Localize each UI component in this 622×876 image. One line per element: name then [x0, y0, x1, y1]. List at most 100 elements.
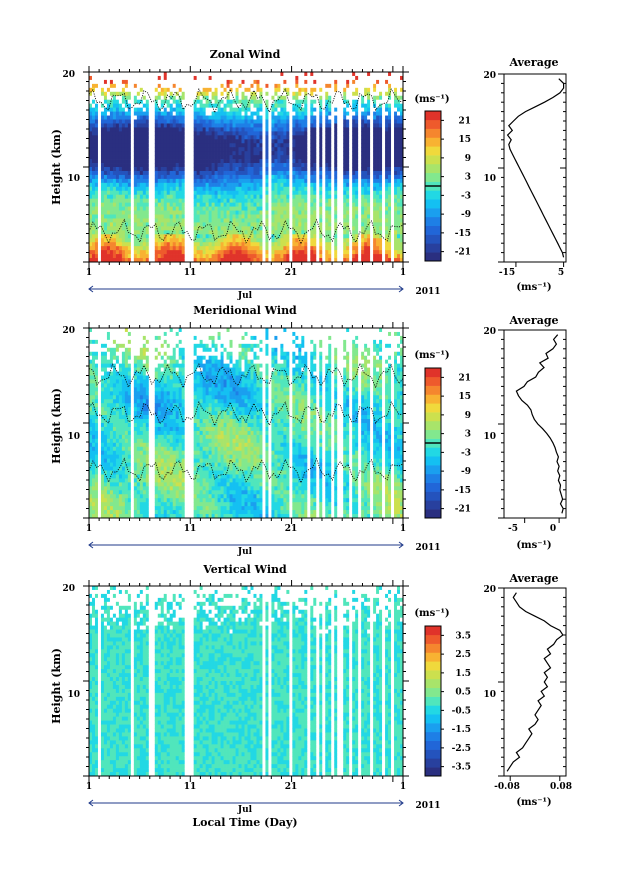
- zonal-heat-cell: [205, 91, 209, 97]
- zonal-heat-cell: [391, 174, 395, 180]
- zonal-heat-cell: [175, 155, 180, 160]
- zonal-heat-cell: [130, 147, 135, 152]
- zonal-heat-cell: [268, 218, 272, 223]
- zonal-heat-cell: [364, 214, 368, 219]
- zonal-heat-cell: [271, 83, 275, 89]
- zonal-heat-cell: [139, 226, 144, 231]
- zonal-heat-cell: [364, 147, 368, 152]
- zonal-heat-cell: [373, 222, 377, 227]
- zonal-heat-cell: [154, 238, 159, 243]
- zonal-heat-cell: [298, 246, 302, 251]
- zonal-heat-cell: [256, 83, 260, 89]
- zonal-heat-cell: [280, 83, 284, 89]
- zonal-heat-cell: [250, 202, 254, 207]
- zonal-heat-cell: [325, 242, 329, 247]
- zonal-heat-cell: [370, 159, 374, 164]
- zonal-heat-cell: [253, 206, 257, 211]
- zonal-heat-cell: [178, 103, 183, 108]
- zonal-heat-cell: [211, 230, 215, 235]
- zonal-heat-cell: [166, 111, 171, 116]
- zonal-heat-cell: [343, 194, 347, 200]
- zonal-heat-cell: [397, 95, 401, 101]
- zonal-heat-cell: [370, 127, 374, 132]
- zonal-heat-cell: [265, 151, 269, 156]
- zonal-heat-cell: [295, 107, 299, 112]
- zonal-heat-cell: [160, 163, 165, 168]
- zonal-heat-cell: [172, 178, 177, 184]
- zonal-heat-cell: [346, 143, 350, 148]
- zonal-heat-cell: [319, 159, 323, 164]
- zonal-heat-cell: [352, 147, 356, 152]
- zonal-heat-cell: [271, 250, 275, 255]
- zonal-heat-cell: [214, 131, 218, 136]
- zonal-heat-cell: [307, 83, 311, 89]
- zonal-heat-cell: [223, 159, 227, 164]
- zonal-heat-cell: [175, 174, 180, 180]
- zonal-heat-cell: [208, 147, 212, 152]
- zonal-heat-cell: [142, 103, 147, 108]
- zonal-heat-cell: [223, 103, 227, 108]
- zonal-heat-cell: [325, 230, 329, 235]
- zonal-heat-cell: [226, 143, 230, 148]
- zonal-heat-cell: [298, 159, 302, 164]
- zonal-heat-cell: [346, 79, 350, 85]
- zonal-heat-cell: [394, 95, 398, 101]
- zonal-heat-cell: [292, 155, 296, 160]
- zonal-heat-cell: [364, 182, 368, 188]
- zonal-heat-cell: [124, 83, 129, 89]
- zonal-heat-cell: [385, 79, 389, 85]
- zonal-heat-cell: [397, 194, 401, 200]
- zonal-heat-cell: [91, 72, 96, 77]
- zonal-heat-cell: [145, 72, 150, 77]
- zonal-heat-cell: [100, 135, 105, 140]
- zonal-heat-cell: [361, 238, 365, 243]
- zonal-heat-cell: [148, 127, 153, 132]
- zonal-heat-cell: [307, 178, 311, 184]
- zonal-heat-cell: [289, 135, 293, 140]
- zonal-heat-cell: [322, 163, 326, 168]
- zonal-heat-cell: [268, 186, 272, 192]
- zonal-heat-cell: [349, 210, 353, 215]
- zonal-heat-cell: [349, 190, 353, 196]
- zonal-heat-cell: [379, 119, 383, 124]
- zonal-heat-cell: [253, 182, 257, 188]
- zonal-heat-cell: [364, 258, 368, 263]
- zonal-heat-cell: [244, 258, 248, 263]
- zonal-heat-cell: [100, 186, 105, 192]
- zonal-heat-cell: [325, 174, 329, 180]
- zonal-heat-cell: [310, 194, 314, 200]
- zonal-heat-cell: [94, 222, 99, 227]
- zonal-heat-cell: [97, 87, 102, 93]
- zonal-heat-cell: [268, 206, 272, 211]
- zonal-heat-cell: [127, 226, 132, 231]
- zonal-heat-cell: [346, 174, 350, 180]
- zonal-heat-cell: [304, 214, 308, 219]
- zonal-heat-cell: [283, 186, 287, 192]
- zonal-heat-cell: [370, 79, 374, 85]
- zonal-heat-cell: [121, 206, 126, 211]
- zonal-heat-cell: [286, 170, 290, 176]
- zonal-heat-cell: [166, 79, 171, 85]
- zonal-heat-cell: [220, 186, 224, 192]
- zonal-heat-cell: [346, 99, 350, 105]
- zonal-heat-cell: [178, 246, 183, 251]
- zonal-heat-cell: [274, 182, 278, 188]
- zonal-heat-cell: [355, 147, 359, 152]
- zonal-heat-cell: [154, 246, 159, 251]
- zonal-heat-cell: [373, 79, 377, 85]
- zonal-heat-cell: [337, 202, 341, 207]
- zonal-heat-cell: [89, 254, 93, 259]
- zonal-heat-cell: [373, 143, 377, 148]
- zonal-heat-cell: [136, 250, 141, 255]
- zonal-heat-cell: [289, 230, 293, 235]
- zonal-heat-cell: [118, 147, 123, 152]
- zonal-heat-cell: [385, 230, 389, 235]
- zonal-heat-cell: [184, 139, 189, 144]
- zonal-heat-cell: [205, 143, 209, 148]
- zonal-heat-cell: [262, 198, 266, 203]
- zonal-heat-cell: [223, 87, 227, 93]
- zonal-heat-cell: [97, 198, 102, 203]
- zonal-heat-cell: [217, 246, 221, 251]
- zonal-heat-cell: [229, 194, 233, 200]
- zonal-heat-cell: [118, 194, 123, 200]
